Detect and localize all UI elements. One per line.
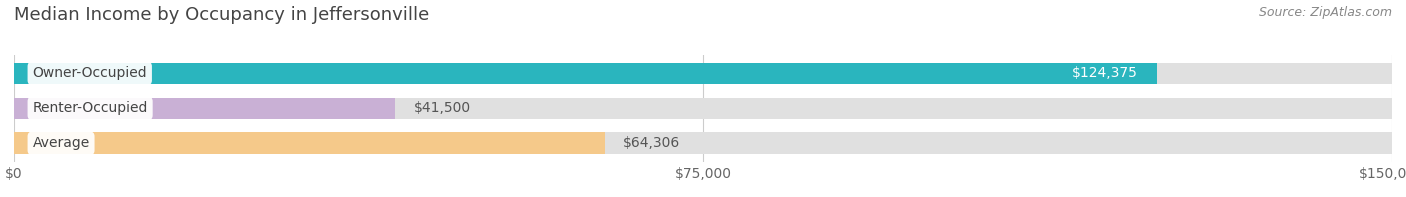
Bar xyxy=(14,133,605,154)
Bar xyxy=(14,62,1392,84)
Text: Renter-Occupied: Renter-Occupied xyxy=(32,101,148,115)
Text: Average: Average xyxy=(32,136,90,150)
Bar xyxy=(14,98,1392,119)
Bar xyxy=(14,133,1392,154)
Text: $41,500: $41,500 xyxy=(413,101,471,115)
Text: Source: ZipAtlas.com: Source: ZipAtlas.com xyxy=(1258,6,1392,19)
Bar xyxy=(14,62,1157,84)
Text: $64,306: $64,306 xyxy=(623,136,681,150)
Text: $124,375: $124,375 xyxy=(1073,66,1139,80)
Text: Median Income by Occupancy in Jeffersonville: Median Income by Occupancy in Jeffersonv… xyxy=(14,6,429,24)
Bar xyxy=(14,98,395,119)
Text: Owner-Occupied: Owner-Occupied xyxy=(32,66,148,80)
